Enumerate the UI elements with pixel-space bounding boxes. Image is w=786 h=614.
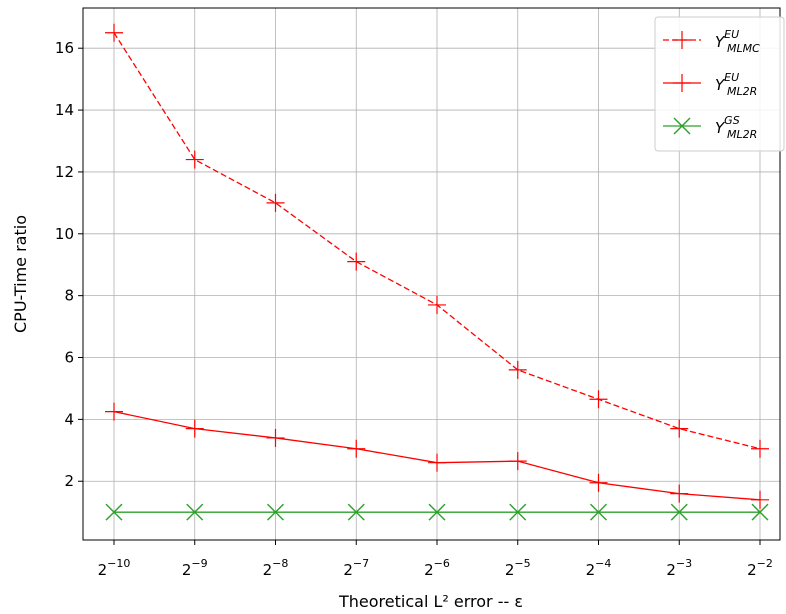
data-point-series-1 bbox=[428, 296, 446, 314]
data-point-series-1 bbox=[670, 420, 688, 438]
data-point-series-1 bbox=[590, 390, 608, 408]
data-point-series-1 bbox=[105, 24, 123, 42]
data-point-series-2 bbox=[347, 440, 365, 458]
y-tick-label: 2 bbox=[64, 472, 74, 490]
data-point-series-2 bbox=[186, 420, 204, 438]
data-point-series-1 bbox=[509, 361, 527, 379]
y-tick-label: 4 bbox=[64, 410, 74, 428]
y-axis-label: CPU-Time ratio bbox=[11, 215, 30, 333]
x-axis-label: Theoretical L² error -- ε bbox=[338, 592, 523, 611]
data-point-series-1 bbox=[267, 194, 285, 212]
x-tick-label: 2−6 bbox=[424, 557, 450, 579]
x-tick-label: 2−4 bbox=[586, 557, 612, 579]
y-tick-label: 14 bbox=[55, 101, 74, 119]
y-tick-label: 12 bbox=[55, 163, 74, 181]
data-point-series-1 bbox=[186, 151, 204, 169]
data-point-series-2 bbox=[428, 454, 446, 472]
data-point-series-2 bbox=[267, 429, 285, 447]
data-point-series-2 bbox=[670, 485, 688, 503]
x-tick-label: 2−10 bbox=[98, 557, 131, 579]
x-tick-label: 2−7 bbox=[343, 557, 369, 579]
x-tick-label: 2−2 bbox=[747, 557, 773, 579]
x-tick-label: 2−5 bbox=[505, 557, 531, 579]
y-tick-label: 8 bbox=[64, 287, 74, 305]
data-point-series-2 bbox=[105, 403, 123, 421]
x-tick-label: 2−9 bbox=[182, 557, 208, 579]
x-tick-label: 2−8 bbox=[263, 557, 289, 579]
data-point-series-1 bbox=[347, 253, 365, 271]
y-tick-label: 6 bbox=[64, 349, 74, 367]
y-tick-label: 10 bbox=[55, 225, 74, 243]
data-point-series-1 bbox=[751, 440, 769, 458]
y-tick-label: 16 bbox=[55, 39, 74, 57]
x-tick-label: 2−3 bbox=[666, 557, 692, 579]
data-point-series-2 bbox=[590, 474, 608, 492]
data-point-series-2 bbox=[509, 452, 527, 470]
